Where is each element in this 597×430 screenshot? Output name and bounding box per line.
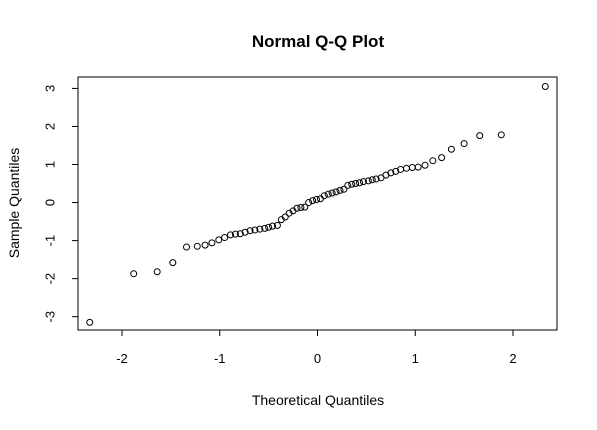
data-point: [541, 83, 549, 91]
y-tick-label: -1: [43, 235, 58, 247]
x-tick-label: -1: [214, 351, 226, 366]
data-point: [251, 226, 259, 234]
data-point: [226, 231, 234, 239]
y-tick-label: 2: [43, 123, 58, 130]
data-point: [336, 186, 344, 194]
y-tick-label: 1: [43, 161, 58, 168]
data-point: [246, 227, 254, 235]
x-tick-label: 2: [509, 351, 516, 366]
chart-title: Normal Q-Q Plot: [252, 32, 385, 51]
data-point: [359, 178, 367, 186]
data-point: [352, 180, 360, 188]
data-point: [408, 164, 416, 172]
x-tick-label: -2: [116, 351, 128, 366]
data-point: [193, 242, 201, 250]
data-point: [231, 230, 239, 238]
y-tick-label: 3: [43, 85, 58, 92]
data-point: [201, 241, 209, 249]
data-point: [414, 163, 422, 171]
y-tick-label: -3: [43, 311, 58, 323]
data-point: [476, 132, 484, 140]
data-point: [256, 225, 264, 233]
data-point: [183, 243, 191, 251]
data-point: [340, 185, 348, 193]
data-point: [273, 221, 281, 229]
x-tick-label: 0: [314, 351, 321, 366]
data-point: [313, 196, 321, 204]
plot-frame: [77, 76, 558, 331]
data-point: [348, 180, 356, 188]
data-point: [460, 140, 468, 148]
data-point: [293, 204, 301, 212]
data-point: [356, 179, 364, 187]
data-point: [297, 203, 305, 211]
data-point: [236, 230, 244, 238]
data-point: [265, 223, 273, 231]
y-tick-label: 0: [43, 199, 58, 206]
data-point: [221, 234, 229, 242]
data-point: [309, 197, 317, 205]
data-point: [364, 177, 372, 185]
data-point: [368, 176, 376, 184]
data-point: [372, 175, 380, 183]
data-point: [328, 189, 336, 197]
data-point: [332, 188, 340, 196]
data-point: [344, 181, 352, 189]
x-tick-label: 1: [412, 351, 419, 366]
data-point: [320, 192, 328, 200]
x-axis: -2 -1 0 1 2: [116, 329, 517, 366]
data-point: [130, 270, 138, 278]
data-point: [261, 224, 269, 232]
data-point: [421, 161, 429, 169]
y-tick-label: -2: [43, 273, 58, 285]
data-point: [86, 318, 94, 326]
data-point: [281, 213, 289, 221]
data-point: [429, 157, 437, 165]
data-point: [387, 169, 395, 177]
data-point: [438, 154, 446, 162]
x-axis-label: Theoretical Quantiles: [252, 392, 384, 408]
y-axis: -3 -2 -1 0 1 2 3: [43, 85, 79, 323]
data-point: [447, 145, 455, 153]
data-point: [169, 259, 177, 267]
y-axis-label: Sample Quantiles: [6, 148, 22, 259]
data-point: [241, 228, 249, 236]
data-point: [153, 268, 161, 276]
data-point: [301, 203, 309, 211]
data-points: [86, 83, 549, 326]
data-point: [305, 199, 313, 207]
data-point: [285, 209, 293, 217]
data-point: [215, 236, 223, 244]
data-point: [269, 222, 277, 230]
data-point: [316, 195, 324, 203]
data-point: [208, 239, 216, 247]
data-point: [497, 131, 505, 139]
data-point: [324, 190, 332, 198]
data-point: [402, 164, 410, 172]
